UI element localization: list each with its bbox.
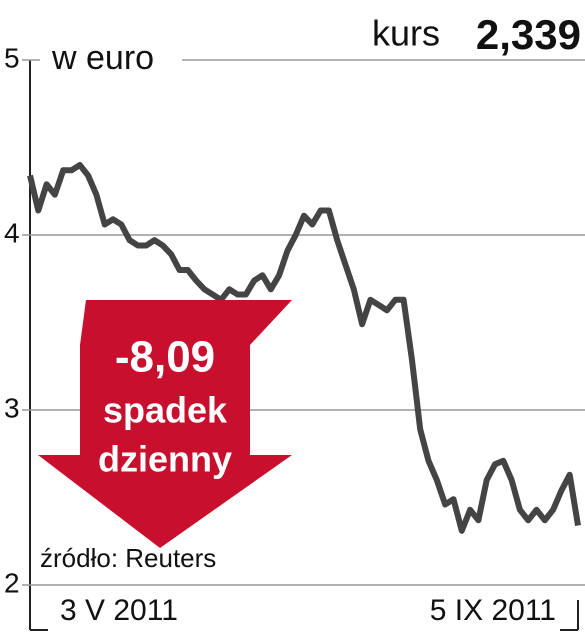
price-value: 2,339 bbox=[476, 11, 581, 58]
x-tick-label: 5 IX 2011 bbox=[430, 594, 556, 627]
arrow-badge bbox=[38, 300, 292, 548]
badge-text: dzienny bbox=[98, 439, 232, 480]
y-tick-label: 5 bbox=[4, 42, 20, 73]
label-bg bbox=[40, 40, 182, 80]
badge-text: spadek bbox=[103, 390, 228, 431]
y-tick-label: 3 bbox=[4, 392, 20, 423]
badge-text: -8,09 bbox=[115, 333, 215, 382]
price-line bbox=[27, 162, 581, 534]
x-tick-label: 3 V 2011 bbox=[60, 594, 178, 627]
y-tick-label: 4 bbox=[4, 217, 20, 248]
price-label: kurs bbox=[372, 13, 440, 54]
source: źródło: Reuters bbox=[40, 543, 216, 573]
y-axis-label: w euro bbox=[51, 39, 154, 77]
y-tick-label: 2 bbox=[4, 567, 20, 598]
